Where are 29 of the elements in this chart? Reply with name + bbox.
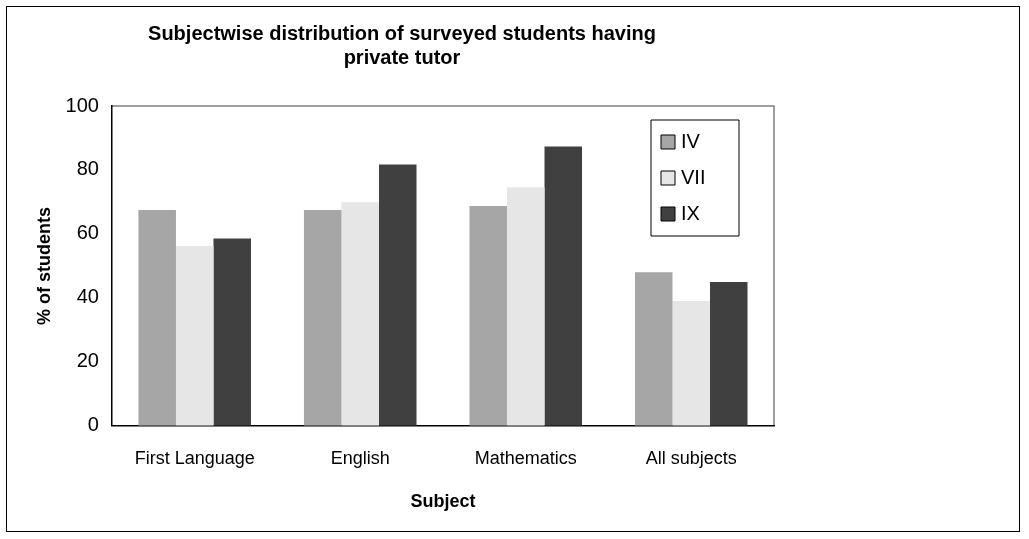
legend-label: IX xyxy=(681,201,700,224)
text: private tutor xyxy=(343,45,461,68)
bar xyxy=(710,281,748,426)
y-tick-label: 20 xyxy=(76,349,99,372)
bar xyxy=(341,202,379,426)
bar xyxy=(506,187,545,426)
legend-label: IV xyxy=(681,129,701,152)
y-tick-label: 100 xyxy=(65,93,99,116)
bar xyxy=(634,272,673,426)
x-tick-label: English xyxy=(330,447,390,468)
x-axis-title: Subject xyxy=(410,491,476,512)
x-tick-label: Mathematics xyxy=(474,447,577,468)
y-axis-title: % of students xyxy=(33,206,54,325)
y-tick-label: 60 xyxy=(76,221,99,244)
x-tick-label: First Language xyxy=(134,447,255,468)
legend-label: VII xyxy=(681,165,706,188)
bar xyxy=(138,209,176,426)
bar xyxy=(303,209,342,426)
y-tick-label: 80 xyxy=(76,157,99,180)
y-tick-label: 0 xyxy=(87,413,99,436)
bar xyxy=(544,146,583,426)
bar xyxy=(213,238,251,426)
bar xyxy=(672,301,710,426)
bar xyxy=(175,246,214,426)
y-tick-label: 40 xyxy=(76,285,99,308)
bar xyxy=(469,206,507,426)
text: Subjectwise distribution of surveyed students having xyxy=(148,21,656,44)
bar xyxy=(378,164,417,426)
x-tick-label: All subjects xyxy=(645,447,737,468)
